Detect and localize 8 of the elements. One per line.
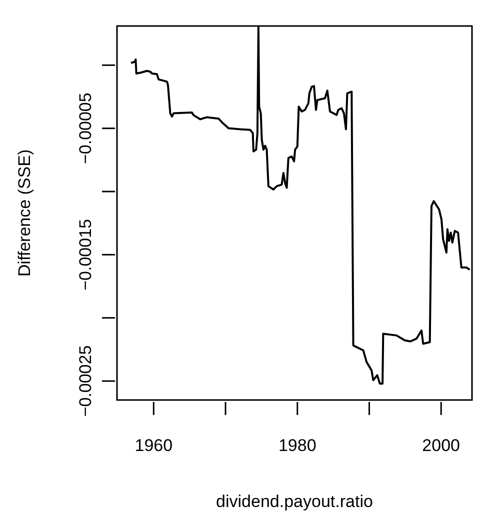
x-axis-title: dividend.payout.ratio	[216, 492, 373, 511]
y-tick-label: −0.00025	[76, 345, 95, 417]
y-tick-label: −0.00015	[76, 219, 95, 290]
x-tick-label: 1960	[134, 436, 173, 455]
x-tick-label: 1980	[278, 436, 316, 455]
y-tick-label: −0.00005	[76, 92, 95, 164]
y-axis-title: Difference (SSE)	[14, 149, 34, 277]
x-tick-label: 2000	[422, 436, 460, 455]
